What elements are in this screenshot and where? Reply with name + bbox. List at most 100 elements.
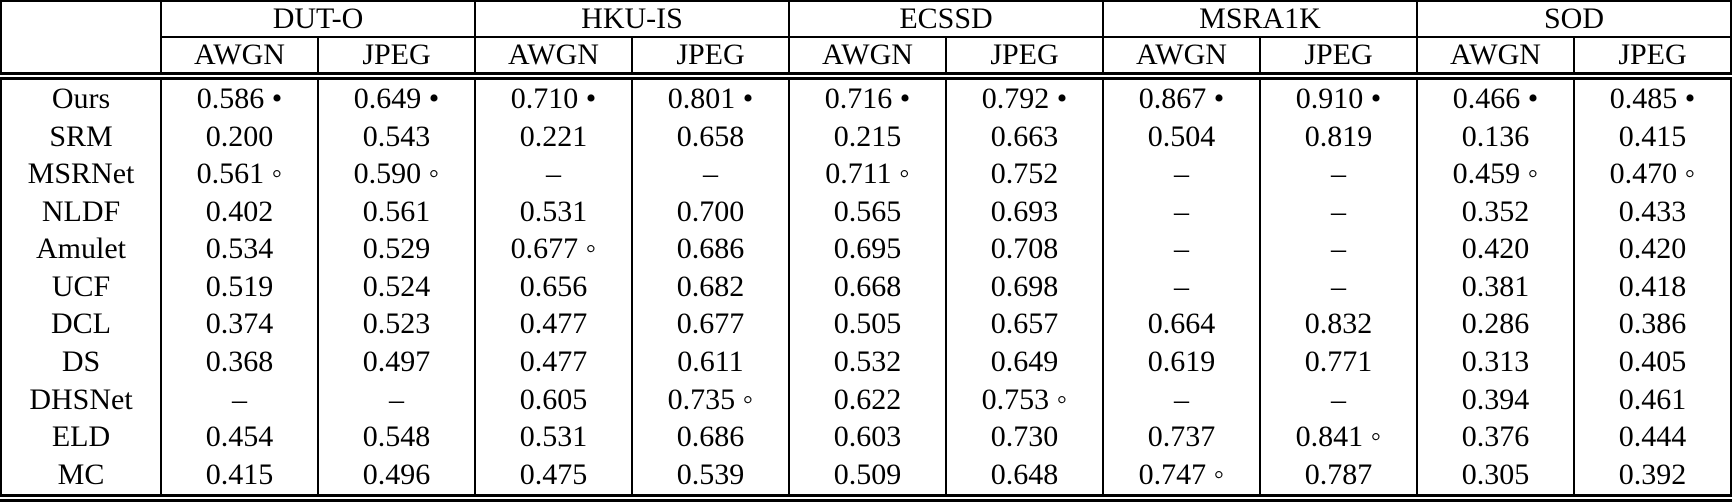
value-cell: 0.313 [1416, 343, 1575, 381]
condition-header: JPEG [1259, 37, 1418, 80]
value-cell: 0.466 • [1416, 76, 1575, 118]
method-label: MSRNet [0, 155, 162, 194]
condition-header: JPEG [631, 37, 790, 80]
method-label: ELD [0, 418, 162, 456]
method-label: Amulet [0, 230, 162, 269]
value-cell: 0.529 [317, 230, 476, 269]
value-cell: 0.561 [317, 193, 476, 231]
table-row: MC 0.415 0.496 0.475 0.539 0.509 0.648 0.747 ◦ 0… [0, 455, 1732, 498]
value-cell: 0.461 [1573, 380, 1732, 419]
value-cell: 0.792 • [945, 76, 1104, 118]
value-cell: – [1259, 155, 1418, 194]
value-cell: 0.649 • [317, 76, 476, 118]
value-cell: 0.523 [317, 305, 476, 344]
value-cell: 0.454 [160, 418, 319, 456]
value-cell: 0.565 [788, 193, 947, 231]
table-row: Ours 0.586 • 0.649 • 0.710 • 0.801 • 0.716 • 0… [0, 76, 1732, 118]
value-cell: 0.801 • [631, 76, 790, 118]
method-label: Ours [0, 76, 162, 118]
value-cell: 0.586 • [160, 76, 319, 118]
table-row: UCF 0.519 0.524 0.656 0.682 0.668 0.698– –0.381… [0, 268, 1732, 306]
value-cell: 0.605 [474, 380, 633, 419]
value-cell: 0.590 ◦ [317, 155, 476, 194]
value-cell: 0.415 [1573, 117, 1732, 156]
value-cell: 0.539 [631, 455, 790, 498]
value-cell: 0.352 [1416, 193, 1575, 231]
value-cell: 0.622 [788, 380, 947, 419]
value-cell: 0.753 ◦ [945, 380, 1104, 419]
condition-header: AWGN [1416, 37, 1575, 80]
table-row: NLDF 0.402 0.561 0.531 0.700 0.565 0.693– –0.35… [0, 193, 1732, 231]
dataset-header: ECSSD [788, 1, 1104, 38]
condition-header: JPEG [1573, 37, 1732, 80]
table-header: DUT-O HKU-IS ECSSD MSRA1K SOD AWGN JPEG AWGN JP… [0, 1, 1732, 80]
condition-header: JPEG [945, 37, 1104, 80]
table-row: DCL 0.374 0.523 0.477 0.677 0.505 0.657 0.664 0.… [0, 305, 1732, 344]
value-cell: – [1102, 230, 1261, 269]
value-cell: – [474, 155, 633, 194]
value-cell: 0.649 [945, 343, 1104, 381]
value-cell: 0.402 [160, 193, 319, 231]
dataset-header-row: DUT-O HKU-IS ECSSD MSRA1K SOD [0, 1, 1732, 80]
value-cell: 0.531 [474, 193, 633, 231]
value-cell: 0.711 ◦ [788, 155, 947, 194]
value-cell: 0.477 [474, 343, 633, 381]
dataset-header: SOD [1416, 1, 1732, 38]
value-cell: 0.648 [945, 455, 1104, 498]
value-cell: – [1259, 380, 1418, 419]
value-cell: 0.504 [1102, 117, 1261, 156]
method-label: SRM [0, 117, 162, 156]
value-cell: 0.420 [1573, 230, 1732, 269]
value-cell: – [1102, 193, 1261, 231]
condition-header: AWGN [474, 37, 633, 80]
value-cell: 0.698 [945, 268, 1104, 306]
dataset-header: MSRA1K [1102, 1, 1418, 38]
value-cell: 0.497 [317, 343, 476, 381]
value-cell: 0.376 [1416, 418, 1575, 456]
value-cell: 0.136 [1416, 117, 1575, 156]
table-row: Amulet 0.534 0.529 0.677 ◦ 0.686 0.695 0.708– –… [0, 230, 1732, 269]
value-cell: 0.519 [160, 268, 319, 306]
value-cell: 0.708 [945, 230, 1104, 269]
method-label: DS [0, 343, 162, 381]
value-cell: 0.677 [631, 305, 790, 344]
value-cell: 0.459 ◦ [1416, 155, 1575, 194]
value-cell: 0.524 [317, 268, 476, 306]
value-cell: 0.752 [945, 155, 1104, 194]
value-cell: – [1259, 268, 1418, 306]
value-cell: 0.444 [1573, 418, 1732, 456]
value-cell: 0.735 ◦ [631, 380, 790, 419]
condition-header-row: AWGN JPEG AWGN JPEG AWGN JPEG AWGN JPEG AWGN JPEG [1, 37, 1732, 80]
value-cell: 0.656 [474, 268, 633, 306]
value-cell: – [1102, 155, 1261, 194]
dataset-header: DUT-O [160, 1, 476, 38]
value-cell: 0.420 [1416, 230, 1575, 269]
value-cell: 0.392 [1573, 455, 1732, 498]
value-cell: 0.603 [788, 418, 947, 456]
value-cell: 0.710 • [474, 76, 633, 118]
value-cell: 0.695 [788, 230, 947, 269]
value-cell: 0.475 [474, 455, 633, 498]
value-cell: 0.374 [160, 305, 319, 344]
value-cell: 0.611 [631, 343, 790, 381]
value-cell: 0.531 [474, 418, 633, 456]
value-cell: 0.787 [1259, 455, 1418, 498]
value-cell: 0.910 • [1259, 76, 1418, 118]
table-body: Ours 0.586 • 0.649 • 0.710 • 0.801 • 0.716 • 0… [0, 76, 1732, 498]
condition-header: AWGN [788, 37, 947, 80]
value-cell: 0.693 [945, 193, 1104, 231]
value-cell: 0.394 [1416, 380, 1575, 419]
value-cell: 0.470 ◦ [1573, 155, 1732, 194]
value-cell: 0.200 [160, 117, 319, 156]
condition-header: JPEG [317, 37, 476, 80]
method-label: MC [0, 455, 162, 498]
value-cell: 0.561 ◦ [160, 155, 319, 194]
value-cell: 0.716 • [788, 76, 947, 118]
value-cell: 0.819 [1259, 117, 1418, 156]
value-cell: 0.415 [160, 455, 319, 498]
condition-header: AWGN [160, 37, 319, 80]
value-cell: – [1259, 193, 1418, 231]
value-cell: 0.509 [788, 455, 947, 498]
